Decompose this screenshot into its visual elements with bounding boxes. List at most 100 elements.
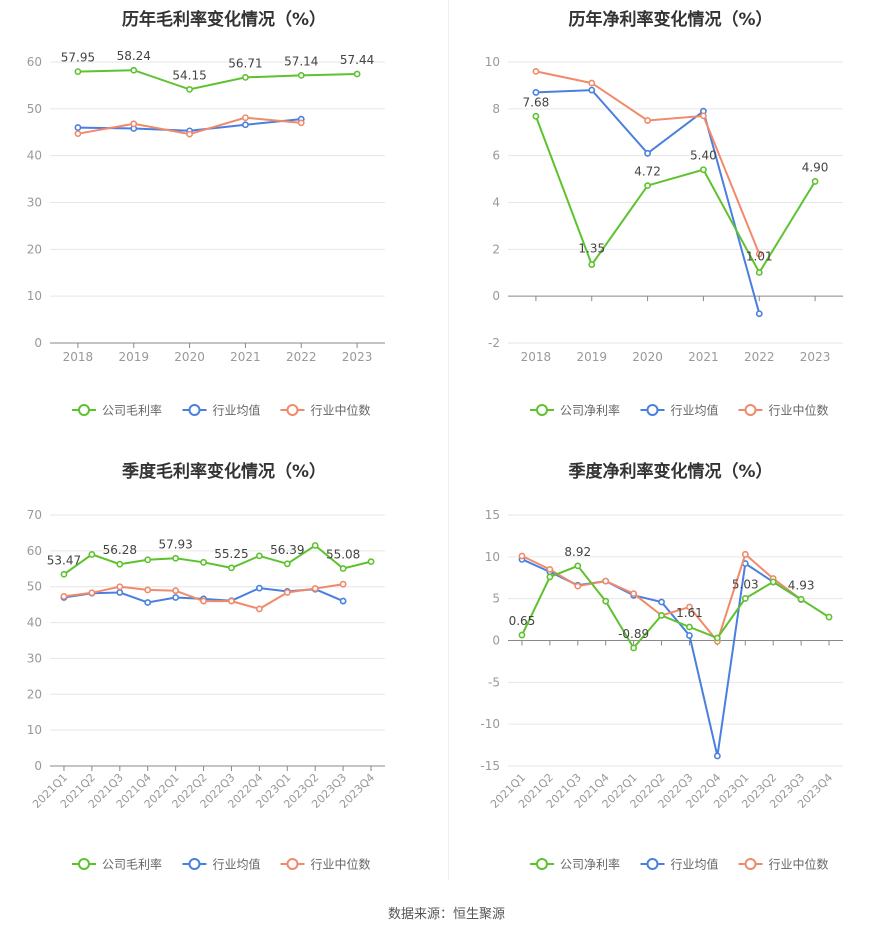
data-point bbox=[644, 182, 651, 190]
legend-label: 行业中位数 bbox=[311, 403, 371, 418]
y-tick-label: 6 bbox=[492, 149, 500, 163]
data-point bbox=[283, 560, 291, 568]
data-label: 4.72 bbox=[634, 165, 661, 179]
legend-swatch-marker bbox=[744, 858, 757, 870]
x-tick-label: 2021 bbox=[230, 350, 261, 364]
data-point bbox=[658, 598, 665, 606]
data-label: 57.44 bbox=[340, 53, 374, 67]
legend-swatch-marker bbox=[286, 404, 299, 416]
chart-panel-quarterly-net: 季度净利率变化情况（%） -15 -10 -5 0 5 10 15 2021Q1 2021Q2 2… bbox=[448, 450, 893, 890]
y-tick-label: 10 bbox=[27, 723, 42, 737]
chart-title: 季度净利率变化情况（%） bbox=[568, 462, 773, 482]
y-tick-label: 0 bbox=[34, 759, 42, 773]
data-label: 1.01 bbox=[746, 250, 773, 264]
data-point bbox=[283, 589, 291, 596]
data-label: 57.93 bbox=[158, 537, 192, 551]
series-line bbox=[534, 115, 816, 275]
legend-label: 公司毛利率 bbox=[102, 403, 162, 418]
data-label: 55.25 bbox=[214, 547, 248, 561]
data-point bbox=[339, 565, 347, 572]
data-point bbox=[755, 250, 763, 258]
data-point bbox=[532, 67, 540, 75]
y-tick-label: 0 bbox=[492, 634, 500, 648]
series-line bbox=[63, 544, 372, 576]
y-tick-label: 40 bbox=[27, 616, 42, 630]
legend-swatch-marker bbox=[646, 858, 659, 870]
data-point bbox=[755, 269, 763, 276]
data-point bbox=[186, 130, 193, 138]
y-tick-label: 50 bbox=[27, 580, 42, 594]
data-point bbox=[755, 310, 763, 318]
data-point bbox=[200, 558, 207, 566]
chart-svg: -2 0 2 4 6 8 10 2018 2019 2020 2021 2022 2023 7.68 1.3… bbox=[485, 55, 843, 418]
data-point bbox=[311, 542, 319, 549]
y-tick-label: 60 bbox=[27, 544, 42, 558]
y-tick-label: 5 bbox=[492, 592, 500, 606]
data-point bbox=[255, 584, 263, 592]
data-point bbox=[74, 68, 82, 76]
data-point bbox=[588, 261, 596, 268]
data-point bbox=[116, 560, 124, 568]
legend-swatch-marker bbox=[286, 858, 299, 870]
data-label: 1.35 bbox=[578, 242, 605, 256]
y-tick-label: -2 bbox=[488, 336, 500, 350]
data-point bbox=[602, 577, 610, 585]
data-point bbox=[518, 552, 526, 560]
legend-swatch-marker bbox=[536, 858, 548, 870]
data-label: 55.08 bbox=[326, 547, 360, 561]
data-point bbox=[297, 119, 305, 127]
series-line bbox=[77, 69, 358, 91]
y-tick-label: 2 bbox=[492, 242, 500, 256]
data-point bbox=[353, 70, 361, 78]
x-tick-label: 2022 bbox=[744, 350, 775, 364]
data-label: 54.15 bbox=[172, 68, 206, 82]
legend-swatch-marker bbox=[744, 404, 757, 416]
y-tick-label: 30 bbox=[27, 651, 42, 665]
chart-svg: -15-10-50510152021Q12021Q22021Q32021Q420… bbox=[480, 508, 843, 872]
legend-swatch-marker bbox=[188, 858, 201, 870]
data-point bbox=[811, 178, 819, 185]
data-label: 5.03 bbox=[732, 577, 759, 591]
y-tick-label: -15 bbox=[480, 759, 500, 773]
data-label: 57.14 bbox=[284, 54, 318, 68]
chart-panel-annual-gross: 历年毛利率变化情况（%） 0 10 20 30 40 50 60 2018 2019 2020 20… bbox=[0, 0, 448, 440]
data-point bbox=[116, 589, 124, 596]
y-tick-label: 15 bbox=[485, 508, 500, 522]
data-point bbox=[602, 597, 610, 605]
x-tick-label: 2019 bbox=[118, 350, 149, 364]
data-point bbox=[686, 623, 693, 631]
series-line bbox=[521, 564, 830, 650]
legend-label: 行业均值 bbox=[671, 857, 719, 872]
x-tick-label: 2018 bbox=[63, 350, 94, 364]
data-point bbox=[713, 752, 721, 760]
data-point bbox=[172, 594, 180, 601]
data-point bbox=[769, 578, 777, 586]
data-point bbox=[686, 603, 693, 611]
series-line bbox=[535, 70, 761, 255]
data-source-footer: 数据来源：恒生聚源 bbox=[387, 907, 505, 922]
data-point bbox=[532, 89, 540, 96]
series-line bbox=[521, 552, 802, 644]
x-tick-label: 2018 bbox=[521, 350, 552, 364]
data-point bbox=[825, 613, 833, 621]
data-point bbox=[741, 550, 749, 558]
y-tick-label: 10 bbox=[485, 550, 500, 564]
data-point bbox=[588, 86, 596, 94]
y-tick-label: 20 bbox=[27, 687, 42, 701]
data-point bbox=[144, 586, 152, 594]
data-point bbox=[228, 564, 235, 572]
y-tick-label: 0 bbox=[492, 289, 500, 303]
legend-swatch-marker bbox=[188, 404, 201, 416]
y-tick-label: -10 bbox=[480, 717, 500, 731]
legend-label: 行业均值 bbox=[213, 857, 261, 872]
data-point bbox=[311, 585, 319, 592]
chart-title: 历年净利率变化情况（%） bbox=[568, 10, 773, 30]
data-label: 58.24 bbox=[117, 49, 151, 63]
legend-swatch-marker bbox=[536, 404, 548, 416]
legend-label: 公司毛利率 bbox=[102, 857, 162, 872]
y-tick-label: 10 bbox=[485, 55, 500, 69]
y-tick-label: 20 bbox=[27, 242, 42, 256]
legend-label: 公司净利率 bbox=[560, 857, 620, 872]
x-tick-label: 2022 bbox=[286, 350, 317, 364]
chart-title: 季度毛利率变化情况（%） bbox=[121, 462, 327, 482]
